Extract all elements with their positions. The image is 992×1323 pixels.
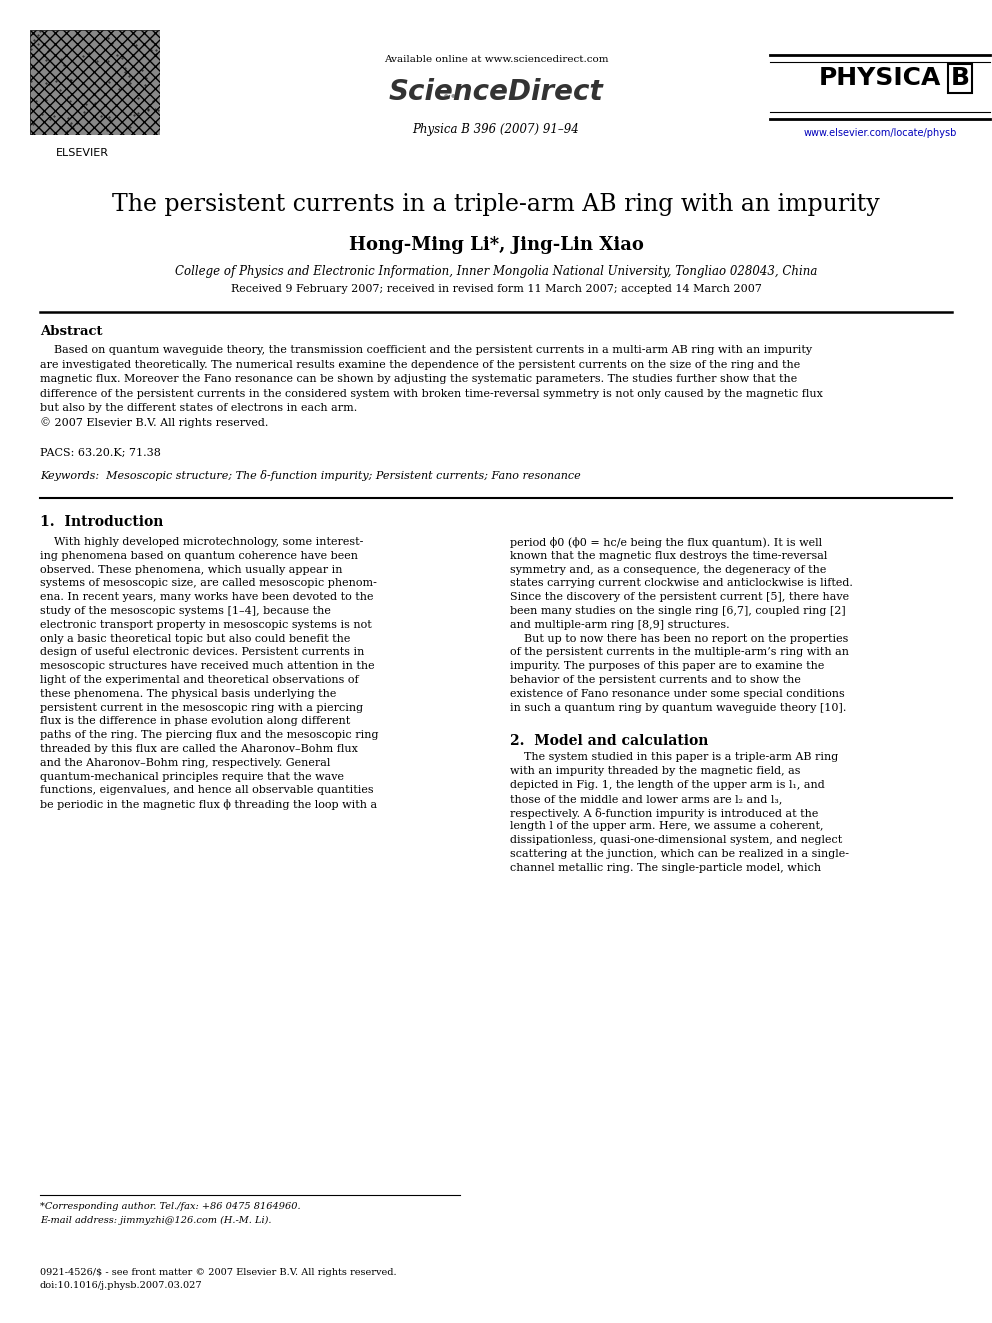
Text: and the Aharonov–Bohm ring, respectively. General: and the Aharonov–Bohm ring, respectively… [40, 758, 330, 767]
Text: those of the middle and lower arms are l₂ and l₃,: those of the middle and lower arms are l… [510, 794, 783, 804]
Text: PACS: 63.20.K; 71.38: PACS: 63.20.K; 71.38 [40, 448, 161, 458]
Text: quantum-mechanical principles require that the wave: quantum-mechanical principles require th… [40, 771, 344, 782]
Text: functions, eigenvalues, and hence all observable quantities: functions, eigenvalues, and hence all ob… [40, 786, 374, 795]
Text: ing phenomena based on quantum coherence have been: ing phenomena based on quantum coherence… [40, 550, 358, 561]
Text: with an impurity threaded by the magnetic field, as: with an impurity threaded by the magneti… [510, 766, 801, 777]
Text: ELSEVIER: ELSEVIER [56, 148, 108, 157]
Text: B: B [950, 66, 969, 90]
Text: www.elsevier.com/locate/physb: www.elsevier.com/locate/physb [804, 128, 956, 138]
Text: design of useful electronic devices. Persistent currents in: design of useful electronic devices. Per… [40, 647, 364, 658]
Text: paths of the ring. The piercing flux and the mesoscopic ring: paths of the ring. The piercing flux and… [40, 730, 379, 740]
Text: depicted in Fig. 1, the length of the upper arm is l₁, and: depicted in Fig. 1, the length of the up… [510, 781, 824, 790]
Text: difference of the persistent currents in the considered system with broken time-: difference of the persistent currents in… [40, 389, 823, 398]
Text: threaded by this flux are called the Aharonov–Bohm flux: threaded by this flux are called the Aha… [40, 744, 358, 754]
Text: Abstract: Abstract [40, 325, 102, 337]
Text: electronic transport property in mesoscopic systems is not: electronic transport property in mesosco… [40, 619, 372, 630]
Text: The persistent currents in a triple-arm AB ring with an impurity: The persistent currents in a triple-arm … [112, 193, 880, 216]
Text: PHYSICA: PHYSICA [818, 66, 941, 90]
Text: ••: •• [441, 90, 458, 105]
Text: states carrying current clockwise and anticlockwise is lifted.: states carrying current clockwise and an… [510, 578, 853, 589]
Text: impurity. The purposes of this paper are to examine the: impurity. The purposes of this paper are… [510, 662, 824, 671]
Text: persistent current in the mesoscopic ring with a piercing: persistent current in the mesoscopic rin… [40, 703, 363, 713]
Text: length l of the upper arm. Here, we assume a coherent,: length l of the upper arm. Here, we assu… [510, 822, 823, 831]
Text: flux is the difference in phase evolution along different: flux is the difference in phase evolutio… [40, 716, 350, 726]
Text: been many studies on the single ring [6,7], coupled ring [2]: been many studies on the single ring [6,… [510, 606, 846, 617]
Text: light of the experimental and theoretical observations of: light of the experimental and theoretica… [40, 675, 359, 685]
Text: With highly developed microtechnology, some interest-: With highly developed microtechnology, s… [40, 537, 363, 546]
Text: only a basic theoretical topic but also could benefit the: only a basic theoretical topic but also … [40, 634, 350, 643]
Text: But up to now there has been no report on the properties: But up to now there has been no report o… [510, 634, 848, 643]
Text: period ϕ0 (ϕ0 = hc/e being the flux quantum). It is well: period ϕ0 (ϕ0 = hc/e being the flux quan… [510, 537, 822, 548]
Text: of the persistent currents in the multiple-arm’s ring with an: of the persistent currents in the multip… [510, 647, 849, 658]
Text: ena. In recent years, many works have been devoted to the: ena. In recent years, many works have be… [40, 593, 374, 602]
Text: 0921-4526/$ - see front matter © 2007 Elsevier B.V. All rights reserved.: 0921-4526/$ - see front matter © 2007 El… [40, 1267, 397, 1277]
Text: observed. These phenomena, which usually appear in: observed. These phenomena, which usually… [40, 565, 342, 574]
Text: Keywords:  Mesoscopic structure; The δ-function impurity; Persistent currents; F: Keywords: Mesoscopic structure; The δ-fu… [40, 470, 580, 482]
Text: channel metallic ring. The single-particle model, which: channel metallic ring. The single-partic… [510, 863, 821, 873]
Text: College of Physics and Electronic Information, Inner Mongolia National Universit: College of Physics and Electronic Inform… [175, 265, 817, 278]
Text: scattering at the junction, which can be realized in a single-: scattering at the junction, which can be… [510, 849, 849, 859]
Text: symmetry and, as a consequence, the degeneracy of the: symmetry and, as a consequence, the dege… [510, 565, 826, 574]
Text: E-mail address: jimmyzhi@126.com (H.-M. Li).: E-mail address: jimmyzhi@126.com (H.-M. … [40, 1216, 272, 1225]
Text: and multiple-arm ring [8,9] structures.: and multiple-arm ring [8,9] structures. [510, 619, 730, 630]
Text: Available online at www.sciencedirect.com: Available online at www.sciencedirect.co… [384, 56, 608, 64]
Text: behavior of the persistent currents and to show the: behavior of the persistent currents and … [510, 675, 801, 685]
Text: respectively. A δ-function impurity is introduced at the: respectively. A δ-function impurity is i… [510, 807, 818, 819]
Text: magnetic flux. Moreover the Fano resonance can be shown by adjusting the systema: magnetic flux. Moreover the Fano resonan… [40, 374, 798, 384]
Text: 2.  Model and calculation: 2. Model and calculation [510, 734, 708, 749]
Text: existence of Fano resonance under some special conditions: existence of Fano resonance under some s… [510, 689, 845, 699]
Text: dissipationless, quasi-one-dimensional system, and neglect: dissipationless, quasi-one-dimensional s… [510, 835, 842, 845]
Text: but also by the different states of electrons in each arm.: but also by the different states of elec… [40, 404, 357, 413]
Text: mesoscopic structures have received much attention in the: mesoscopic structures have received much… [40, 662, 375, 671]
Text: The system studied in this paper is a triple-arm AB ring: The system studied in this paper is a tr… [510, 753, 838, 762]
Text: 1.  Introduction: 1. Introduction [40, 515, 164, 529]
Text: © 2007 Elsevier B.V. All rights reserved.: © 2007 Elsevier B.V. All rights reserved… [40, 418, 269, 429]
Text: these phenomena. The physical basis underlying the: these phenomena. The physical basis unde… [40, 689, 336, 699]
Text: Based on quantum waveguide theory, the transmission coefficient and the persiste: Based on quantum waveguide theory, the t… [40, 345, 812, 355]
Text: are investigated theoretically. The numerical results examine the dependence of : are investigated theoretically. The nume… [40, 360, 801, 369]
Text: ScienceDirect: ScienceDirect [389, 78, 603, 106]
Text: in such a quantum ring by quantum waveguide theory [10].: in such a quantum ring by quantum wavegu… [510, 703, 846, 713]
Text: Physica B 396 (2007) 91–94: Physica B 396 (2007) 91–94 [413, 123, 579, 136]
Text: known that the magnetic flux destroys the time-reversal: known that the magnetic flux destroys th… [510, 550, 827, 561]
Text: be periodic in the magnetic flux ϕ threading the loop with a: be periodic in the magnetic flux ϕ threa… [40, 799, 377, 810]
Text: Received 9 February 2007; received in revised form 11 March 2007; accepted 14 Ma: Received 9 February 2007; received in re… [230, 284, 762, 294]
Text: Since the discovery of the persistent current [5], there have: Since the discovery of the persistent cu… [510, 593, 849, 602]
Text: systems of mesoscopic size, are called mesoscopic phenom-: systems of mesoscopic size, are called m… [40, 578, 377, 589]
Text: study of the mesoscopic systems [1–4], because the: study of the mesoscopic systems [1–4], b… [40, 606, 331, 617]
Text: doi:10.1016/j.physb.2007.03.027: doi:10.1016/j.physb.2007.03.027 [40, 1281, 202, 1290]
Text: Hong-Ming Li*, Jing-Lin Xiao: Hong-Ming Li*, Jing-Lin Xiao [348, 235, 644, 254]
Text: *Corresponding author. Tel./fax: +86 0475 8164960.: *Corresponding author. Tel./fax: +86 047… [40, 1203, 301, 1211]
